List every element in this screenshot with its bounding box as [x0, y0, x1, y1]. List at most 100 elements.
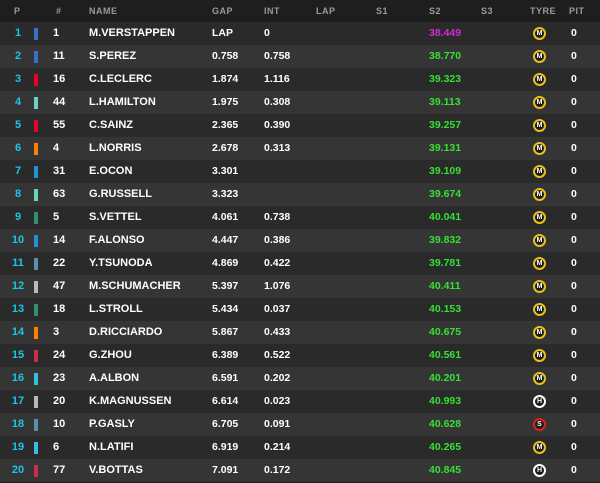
tyre-compound-icon: M: [533, 303, 546, 316]
table-row[interactable]: 14 3 D.RICCIARDO 5.867 0.433 40.675 M 0: [0, 321, 600, 344]
position-cell: 11: [12, 257, 24, 269]
car-number-cell: 44: [53, 96, 66, 108]
tyre-compound-icon: M: [533, 142, 546, 155]
gap-cell: 6.389: [212, 349, 239, 361]
pit-stops-cell: 0: [571, 326, 577, 338]
driver-name-cell: S.VETTEL: [89, 211, 142, 223]
sector-2-cell: 40.411: [429, 280, 461, 292]
table-row[interactable]: 13 18 L.STROLL 5.434 0.037 40.153 M 0: [0, 298, 600, 321]
table-row[interactable]: 9 5 S.VETTEL 4.061 0.738 40.041 M 0: [0, 206, 600, 229]
team-color-bar: [34, 327, 38, 339]
table-row[interactable]: 18 10 P.GASLY 6.705 0.091 40.628 S 0: [0, 413, 600, 436]
team-color-bar: [34, 97, 38, 109]
table-row[interactable]: 5 55 C.SAINZ 2.365 0.390 39.257 M 0: [0, 114, 600, 137]
gap-cell: 4.447: [212, 234, 239, 246]
position-cell: 9: [14, 211, 22, 223]
sector-2-cell: 40.993: [429, 395, 462, 407]
team-color-bar: [34, 304, 38, 316]
team-color-bar: [34, 442, 38, 454]
tyre-compound-icon: M: [533, 96, 546, 109]
driver-name-cell: M.SCHUMACHER: [89, 280, 181, 292]
table-row[interactable]: 12 47 M.SCHUMACHER 5.397 1.076 40.411 M 0: [0, 275, 600, 298]
table-row[interactable]: 8 63 G.RUSSELL 3.323 39.674 M 0: [0, 183, 600, 206]
car-number-cell: 14: [53, 234, 66, 246]
team-color-bar: [34, 350, 38, 362]
car-number-cell: 11: [53, 50, 65, 62]
tyre-compound-icon: H: [533, 395, 546, 408]
tyre-compound-icon: M: [533, 257, 546, 270]
gap-cell: 4.869: [212, 257, 239, 269]
tyre-compound-icon: M: [533, 326, 546, 339]
driver-name-cell: K.MAGNUSSEN: [89, 395, 172, 407]
car-number-cell: 22: [53, 257, 66, 269]
position-cell: 18: [11, 418, 25, 430]
header-position: P: [14, 6, 21, 16]
table-row[interactable]: 15 24 G.ZHOU 6.389 0.522 40.561 M 0: [0, 344, 600, 367]
table-row[interactable]: 17 20 K.MAGNUSSEN 6.614 0.023 40.993 H 0: [0, 390, 600, 413]
interval-cell: 0.037: [264, 303, 291, 315]
header-pit: PIT: [569, 6, 585, 16]
table-row[interactable]: 16 23 A.ALBON 6.591 0.202 40.201 M 0: [0, 367, 600, 390]
sector-2-cell: 40.041: [429, 211, 462, 223]
position-cell: 13: [11, 303, 25, 315]
table-row[interactable]: 19 6 N.LATIFI 6.919 0.214 40.265 M 0: [0, 436, 600, 459]
pit-stops-cell: 0: [571, 303, 577, 315]
gap-cell: 1.874: [212, 73, 239, 85]
interval-cell: 0.390: [264, 119, 291, 131]
driver-name-cell: G.RUSSELL: [89, 188, 152, 200]
pit-stops-cell: 0: [571, 211, 577, 223]
position-cell: 5: [14, 119, 22, 131]
pit-stops-cell: 0: [571, 234, 577, 246]
interval-cell: 0.308: [264, 96, 291, 108]
position-cell: 2: [14, 50, 22, 62]
table-row[interactable]: 4 44 L.HAMILTON 1.975 0.308 39.113 M 0: [0, 91, 600, 114]
gap-cell: 3.323: [212, 188, 239, 200]
table-row[interactable]: 10 14 F.ALONSO 4.447 0.386 39.832 M 0: [0, 229, 600, 252]
position-cell: 15: [11, 349, 25, 361]
position-cell: 8: [14, 188, 22, 200]
tyre-compound-icon: M: [533, 234, 546, 247]
team-color-bar: [34, 235, 38, 247]
sector-2-cell: 40.845: [429, 464, 462, 476]
table-row[interactable]: 2 11 S.PEREZ 0.758 0.758 38.770 M 0: [0, 45, 600, 68]
pit-stops-cell: 0: [571, 395, 577, 407]
driver-name-cell: G.ZHOU: [89, 349, 132, 361]
interval-cell: 0.522: [264, 349, 291, 361]
pit-stops-cell: 0: [571, 73, 577, 85]
header-name: NAME: [89, 6, 118, 16]
position-cell: 17: [11, 395, 25, 407]
header-interval: INT: [264, 6, 280, 16]
position-cell: 1: [14, 27, 22, 39]
interval-cell: 0.172: [264, 464, 291, 476]
tyre-compound-icon: M: [533, 349, 546, 362]
interval-cell: 0.433: [264, 326, 291, 338]
table-row[interactable]: 20 77 V.BOTTAS 7.091 0.172 40.845 H 0: [0, 459, 600, 482]
interval-cell: 1.076: [264, 280, 291, 292]
position-cell: 7: [14, 165, 22, 177]
table-row[interactable]: 7 31 E.OCON 3.301 39.109 M 0: [0, 160, 600, 183]
tyre-compound-icon: M: [533, 280, 546, 293]
pit-stops-cell: 0: [571, 418, 577, 430]
table-row[interactable]: 6 4 L.NORRIS 2.678 0.313 39.131 M 0: [0, 137, 600, 160]
sector-2-cell: 40.561: [429, 349, 462, 361]
car-number-cell: 55: [53, 119, 66, 131]
sector-2-cell: 39.113: [429, 96, 461, 108]
header-gap: GAP: [212, 6, 234, 16]
driver-name-cell: L.NORRIS: [89, 142, 142, 154]
sector-2-cell: 39.323: [429, 73, 462, 85]
table-row[interactable]: 3 16 C.LECLERC 1.874 1.116 39.323 M 0: [0, 68, 600, 91]
header-lap: LAP: [316, 6, 336, 16]
tyre-compound-icon: M: [533, 50, 546, 63]
tyre-compound-icon: S: [533, 418, 546, 431]
pit-stops-cell: 0: [571, 165, 577, 177]
pit-stops-cell: 0: [571, 96, 577, 108]
interval-cell: 0.202: [264, 372, 291, 384]
pit-stops-cell: 0: [571, 349, 577, 361]
team-color-bar: [34, 419, 38, 431]
car-number-cell: 10: [53, 418, 66, 430]
tyre-compound-icon: M: [533, 188, 546, 201]
table-row[interactable]: 11 22 Y.TSUNODA 4.869 0.422 39.781 M 0: [0, 252, 600, 275]
sector-2-cell: 39.131: [429, 142, 462, 154]
table-row[interactable]: 1 1 M.VERSTAPPEN LAP 0 38.449 M 0: [0, 22, 600, 45]
